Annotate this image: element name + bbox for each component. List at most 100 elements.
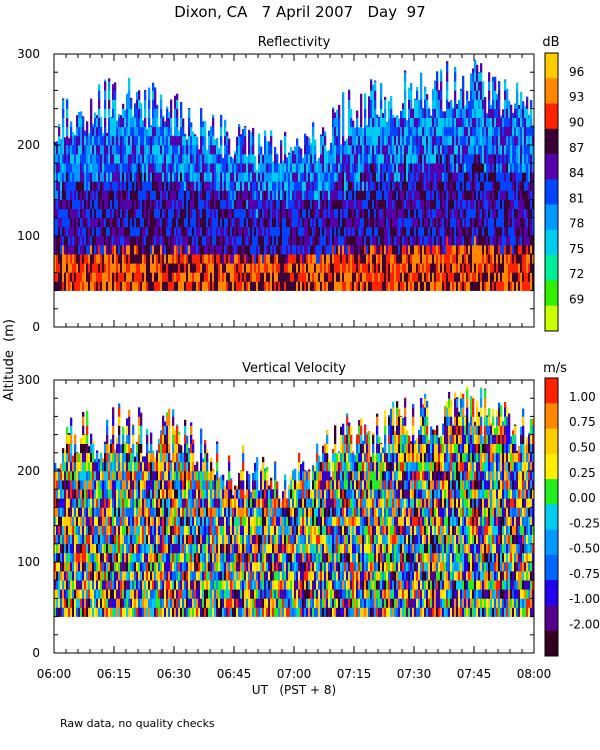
heatmap-cell: [504, 208, 507, 219]
heatmap-cell: [260, 199, 263, 209]
heatmap-cell: [166, 126, 169, 137]
heatmap-cell: [448, 181, 451, 191]
heatmap-cell: [194, 190, 197, 200]
heatmap-cell: [388, 254, 391, 264]
heatmap-cell: [70, 126, 73, 137]
heatmap-cell: [410, 172, 413, 182]
heatmap-cell: [82, 154, 85, 164]
heatmap-cell: [284, 245, 287, 255]
heatmap-cell: [164, 199, 167, 209]
heatmap-cell: [210, 126, 213, 137]
heatmap-cell: [344, 272, 347, 282]
heatmap-cell: [78, 117, 81, 128]
heatmap-cell: [204, 254, 207, 264]
heatmap-cell: [312, 272, 315, 282]
heatmap-cell: [464, 272, 467, 282]
heatmap-cell: [184, 190, 187, 200]
heatmap-cell: [152, 154, 155, 164]
heatmap-cell: [448, 117, 451, 128]
heatmap-cell: [512, 172, 515, 182]
heatmap-cell: [144, 135, 147, 146]
heatmap-cell: [398, 154, 401, 164]
heatmap-cell: [94, 245, 97, 255]
heatmap-cell: [100, 217, 103, 228]
heatmap-cell: [82, 126, 85, 137]
heatmap-cell: [270, 236, 273, 246]
heatmap-cell: [370, 108, 373, 118]
heatmap-cell: [140, 163, 143, 173]
heatmap-cell: [158, 126, 161, 137]
heatmap-cell: [148, 254, 151, 264]
heatmap-cell: [98, 281, 101, 291]
heatmap-cell: [528, 226, 531, 237]
heatmap-cell: [420, 154, 423, 164]
heatmap-cell: [474, 281, 477, 291]
heatmap-cell: [378, 208, 381, 219]
heatmap-cell: [408, 90, 411, 100]
heatmap-cell: [126, 190, 129, 200]
heatmap-cell: [400, 208, 403, 219]
heatmap-cell: [54, 607, 57, 617]
heatmap-cell: [120, 272, 123, 282]
heatmap-cell: [154, 163, 157, 173]
heatmap-cell: [224, 126, 227, 137]
heatmap-cell: [90, 126, 93, 137]
heatmap-cell: [456, 181, 459, 191]
heatmap-cell: [208, 281, 211, 291]
heatmap-cell: [414, 226, 417, 237]
heatmap-cell: [506, 281, 509, 291]
heatmap-cell: [358, 254, 361, 264]
heatmap-cell: [250, 217, 253, 228]
heatmap-cell: [440, 217, 443, 228]
heatmap-cell: [368, 217, 371, 228]
heatmap-cell: [100, 117, 103, 128]
heatmap-cell: [126, 145, 129, 155]
heatmap-cell: [474, 117, 477, 128]
heatmap-cell: [420, 163, 423, 173]
heatmap-cell: [416, 199, 419, 209]
heatmap-cell: [128, 236, 131, 246]
heatmap-cell: [488, 163, 491, 173]
heatmap-cell: [288, 181, 291, 191]
heatmap-cell: [494, 81, 497, 91]
heatmap-cell: [428, 135, 431, 146]
heatmap-cell: [330, 145, 333, 155]
heatmap-cell: [408, 135, 411, 146]
heatmap-cell: [444, 254, 447, 264]
heatmap-cell: [168, 126, 171, 137]
heatmap-cell: [374, 163, 377, 173]
heatmap-cell: [76, 281, 79, 291]
heatmap-cell: [80, 272, 83, 282]
heatmap-cell: [206, 281, 209, 291]
heatmap-cell: [348, 208, 351, 219]
heatmap-cell: [258, 181, 261, 191]
heatmap-cell: [370, 163, 373, 173]
heatmap-cell: [344, 154, 347, 164]
heatmap-cell: [436, 254, 439, 264]
heatmap-cell: [378, 117, 381, 128]
heatmap-cell: [530, 117, 533, 128]
colorbar-swatch: [545, 78, 558, 104]
heatmap-cell: [508, 245, 511, 255]
heatmap-cell: [528, 145, 531, 155]
heatmap-cell: [384, 199, 387, 209]
heatmap-cell: [368, 254, 371, 264]
heatmap-cell: [230, 254, 233, 264]
heatmap-cell: [462, 254, 465, 264]
heatmap-cell: [282, 163, 285, 173]
heatmap-cell: [254, 181, 257, 191]
heatmap-cell: [280, 199, 283, 209]
heatmap-cell: [350, 154, 353, 164]
heatmap-cell: [324, 281, 327, 291]
heatmap-cell: [168, 154, 171, 164]
heatmap-cell: [334, 145, 337, 155]
heatmap-cell: [378, 190, 381, 200]
heatmap-cell: [60, 190, 63, 200]
heatmap-cell: [424, 263, 427, 273]
heatmap-cell: [146, 172, 149, 182]
heatmap-cell: [76, 217, 79, 228]
heatmap-cell: [198, 172, 201, 182]
heatmap-cell: [294, 163, 297, 173]
heatmap-cell: [326, 245, 329, 255]
heatmap-cell: [352, 181, 355, 191]
